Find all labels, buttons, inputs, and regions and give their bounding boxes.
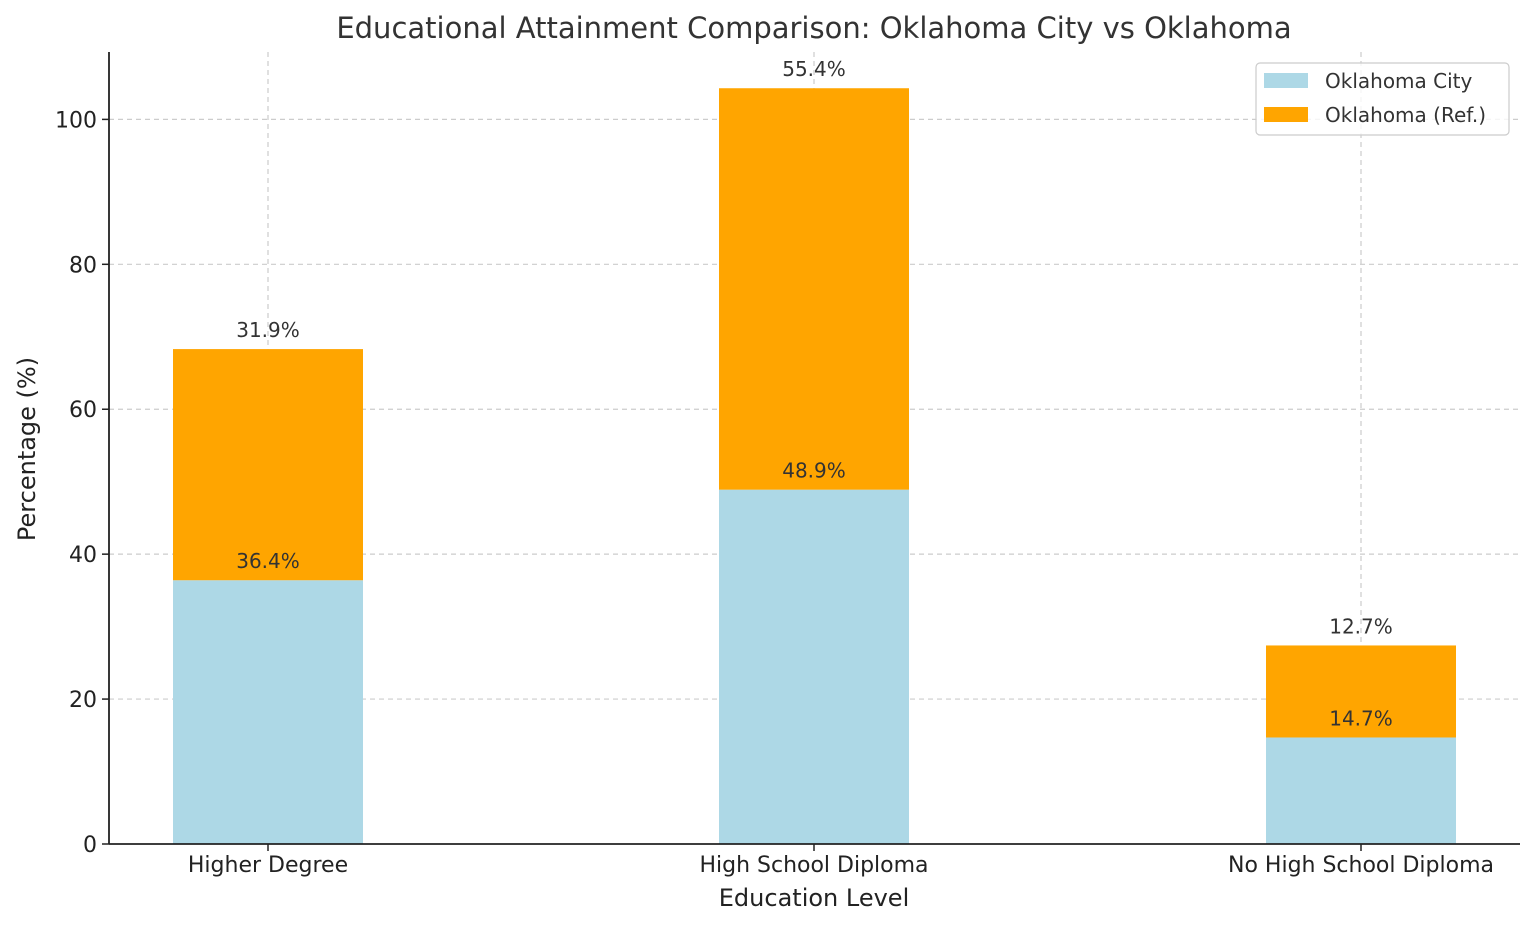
x-tick-label-no-high-school-diploma: No High School Diploma [1228, 853, 1494, 878]
legend-label-oklahoma-ref: Oklahoma (Ref.) [1325, 103, 1486, 127]
y-axis-label: Percentage (%) [13, 357, 41, 541]
bar-label-oklahoma-ref-no-high-school-diploma: 12.7% [1329, 614, 1393, 638]
bar-oklahoma-ref-no-high-school-diploma [1266, 645, 1456, 738]
bar-layer [173, 88, 1456, 844]
legend-swatch-oklahoma-city [1264, 73, 1308, 88]
bar-oklahoma-ref-higher-degree [173, 349, 363, 581]
legend: Oklahoma City Oklahoma (Ref.) [1255, 62, 1510, 136]
x-tick-label-high-school-diploma: High School Diploma [699, 853, 928, 878]
y-tick-label-80: 80 [69, 253, 97, 278]
legend-label-oklahoma-city: Oklahoma City [1325, 69, 1473, 93]
axis-layer: 0 20 40 60 80 100 Higher Degree High School Dip… [55, 52, 1520, 878]
x-axis-label: Education Level [719, 884, 909, 912]
bar-oklahoma-ref-high-school-diploma [719, 88, 909, 490]
bar-label-oklahoma-city-higher-degree: 36.4% [236, 549, 300, 573]
chart-title: Educational Attainment Comparison: Oklah… [336, 11, 1291, 45]
x-tick-label-higher-degree: Higher Degree [188, 853, 348, 878]
bar-oklahoma-city-higher-degree [173, 580, 363, 844]
y-tick-label-0: 0 [83, 833, 97, 858]
legend-swatch-oklahoma-ref [1264, 107, 1308, 122]
y-tick-label-40: 40 [69, 543, 97, 568]
y-tick-label-100: 100 [55, 108, 97, 133]
y-tick-label-60: 60 [69, 398, 97, 423]
bar-label-oklahoma-city-no-high-school-diploma: 14.7% [1329, 706, 1393, 730]
legend-frame [1255, 62, 1510, 136]
bar-oklahoma-city-high-school-diploma [719, 489, 909, 844]
bar-label-oklahoma-city-high-school-diploma: 48.9% [782, 459, 846, 483]
bar-label-oklahoma-ref-high-school-diploma: 55.4% [782, 57, 846, 81]
bar-label-oklahoma-ref-higher-degree: 31.9% [236, 318, 300, 342]
y-tick-label-20: 20 [69, 688, 97, 713]
label-layer: 36.4% 31.9% 48.9% 55.4% 14.7% 12.7% [236, 57, 1393, 730]
bar-oklahoma-city-no-high-school-diploma [1266, 737, 1456, 844]
